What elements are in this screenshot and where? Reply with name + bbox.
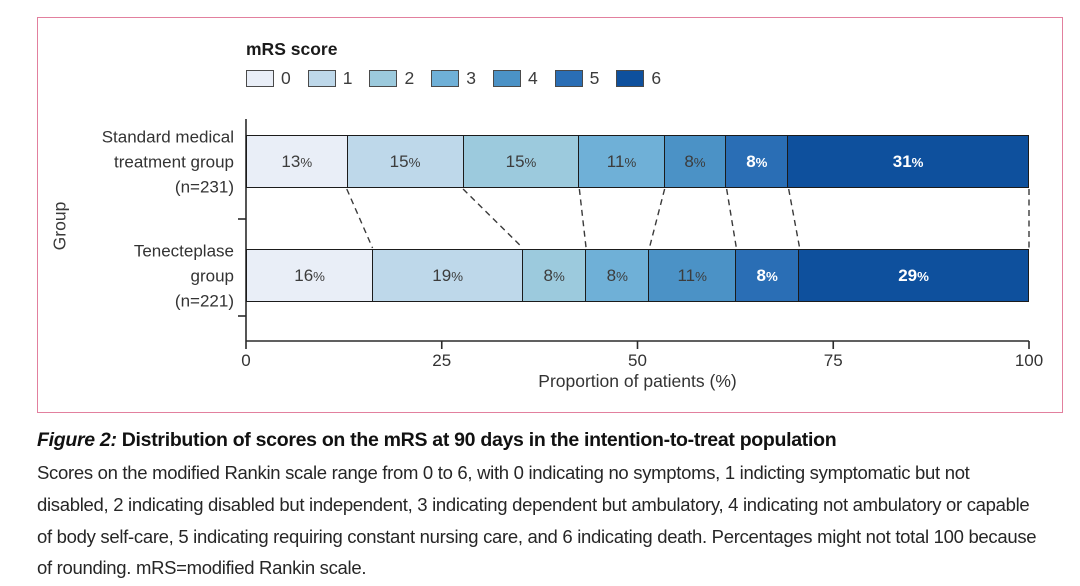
x-axis-tick-label: 50 [628,351,647,370]
legend-swatch [246,70,274,87]
segment-value-label: 8% [684,151,706,171]
segment-value-label: 15% [389,151,421,171]
bar-segment-mrs-3: 8% [586,250,650,301]
segment-value-label: 15% [505,151,537,171]
legend-swatch [554,70,583,87]
bar-segment-mrs-0: 13% [247,136,348,187]
stacked-bar-standard: 13% 15% 15% 11% 8% 8% 31% [246,135,1029,188]
caption-heading: Figure 2: Distribution of scores on the … [37,429,1039,452]
segment-value-label: 11% [677,265,707,285]
percent-sign: % [693,154,706,170]
percent-sign: % [408,154,421,170]
legend-item-label: 1 [342,68,353,88]
legend-item-mrs-3: 3 [431,68,476,89]
connector-dashed-line [462,188,524,249]
legend-title: mRS score [246,39,338,59]
percent-sign: % [524,154,537,170]
percent-sign: % [624,154,637,170]
percent-sign: % [552,268,565,284]
stacked-bar-tenecteplase: 16% 19% 8% 8% 11% 8% 29% [246,249,1029,302]
caption-body: Scores on the modified Rankin scale rang… [37,462,1037,579]
percent-sign: % [313,268,325,284]
x-axis-tick-label: 0 [241,351,251,370]
segment-value-label: 29% [898,265,929,285]
segment-value-label: 13% [281,151,313,171]
connector-dashed-line [346,188,374,249]
segment-value-label: 8% [746,151,768,171]
connector-dashed-line [787,188,801,249]
percent-sign: % [765,268,778,284]
segment-value-label: 8% [543,265,565,285]
bar-segment-mrs-2: 15% [463,136,580,187]
legend-swatch [431,70,460,87]
legend-item-label: 4 [527,68,538,88]
bar-segment-mrs-6: 29% [799,250,1028,301]
segment-value-label: 16% [294,265,325,285]
legend: mRS score 0 1 2 3 4 5 6 [246,39,661,89]
legend-item-label: 6 [651,68,662,88]
percent-sign: % [755,154,768,170]
legend-item-label: 2 [404,68,415,88]
connector-dashed-line [725,188,738,249]
legend-items: 0 1 2 3 4 5 6 [246,68,661,89]
bar-segment-mrs-4: 8% [664,136,727,187]
legend-item-mrs-5: 5 [554,68,600,89]
legend-swatch [369,70,398,87]
segment-value-label: 8% [606,265,628,285]
x-axis-tick-label: 25 [432,351,452,370]
bar-segment-mrs-1: 15% [347,136,464,187]
segment-value-label: 31% [892,151,924,171]
bar-segment-mrs-0: 16% [247,250,374,301]
bar-segment-mrs-5: 8% [726,136,789,187]
x-axis-tick-label: 100 [1014,351,1044,370]
connector-dashed-line [578,188,587,249]
bar-segment-mrs-6: 31% [788,136,1028,187]
x-axis-title: Proportion of patients (%) [538,371,737,391]
caption-heading-text: Distribution of scores on the mRS at 90 … [116,429,837,451]
bar-segment-mrs-5: 8% [736,250,800,301]
percent-sign: % [616,268,628,284]
segment-value-label: 19% [432,265,464,285]
legend-swatch [307,70,336,87]
legend-item-label: 3 [466,68,476,88]
legend-item-mrs-0: 0 [246,68,291,89]
legend-item-label: 5 [589,68,600,88]
segment-value-label: 8% [756,265,778,285]
bar-segment-mrs-2: 8% [523,250,587,301]
bar-segment-mrs-4: 11% [649,250,737,301]
legend-swatch [492,70,521,87]
legend-item-mrs-4: 4 [492,68,538,89]
category-label: Standard medical treatment group (n=231) [101,127,234,196]
segment-value-label: 11% [606,151,637,171]
legend-item-mrs-1: 1 [307,68,353,89]
percent-sign: % [451,268,464,284]
connector-dashed-line [648,188,666,249]
percent-sign: % [917,268,929,284]
legend-item-label: 0 [281,68,291,88]
caption-figure-number: Figure 2: [37,429,117,451]
bar-segment-mrs-3: 11% [579,136,665,187]
category-label: Tenecteplase group (n=221) [133,241,234,310]
figure-caption: Figure 2: Distribution of scores on the … [37,429,1039,584]
percent-sign: % [695,268,707,284]
percent-sign: % [300,154,313,170]
legend-item-mrs-2: 2 [369,68,414,89]
legend-item-mrs-6: 6 [616,68,661,89]
percent-sign: % [911,154,924,170]
legend-swatch [616,70,645,87]
x-axis-tick-label: 75 [823,351,843,370]
bar-segment-mrs-1: 19% [373,250,524,301]
